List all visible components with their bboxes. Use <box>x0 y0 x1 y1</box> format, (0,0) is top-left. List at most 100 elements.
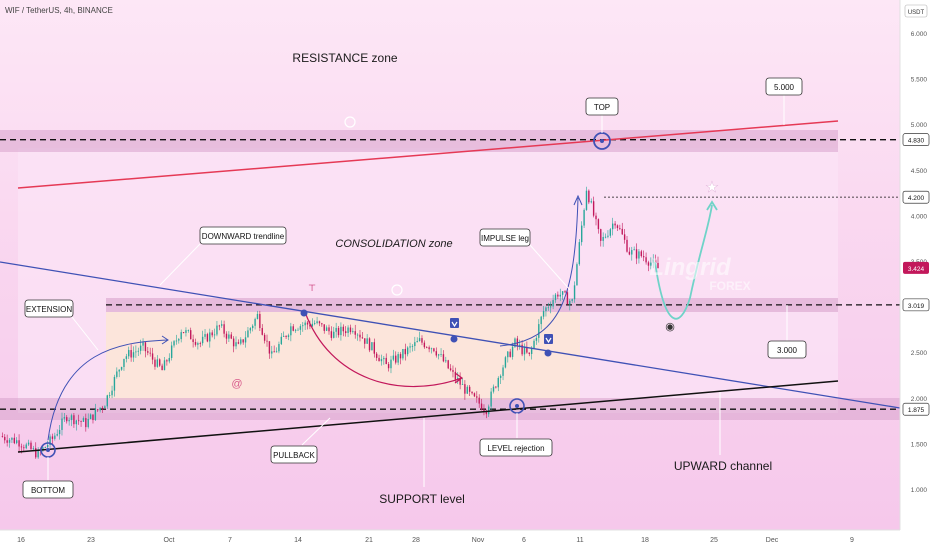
label-5000[interactable]: 5.000 <box>765 77 803 125</box>
time-axis[interactable]: 16 23 Oct 7 14 21 28 Nov 6 11 18 25 Dec 9 <box>17 537 854 544</box>
price-tick-4: 4.000 <box>911 213 928 220</box>
candle-body <box>530 348 533 354</box>
candle-body <box>61 418 63 430</box>
upward-channel-line[interactable] <box>17 380 839 453</box>
candle-body <box>581 225 583 243</box>
touch-point-2 <box>450 335 458 343</box>
candle-body <box>185 330 187 333</box>
price-tick-10: 1.000 <box>911 487 928 494</box>
candle-body <box>8 439 11 443</box>
candle-body <box>101 407 104 409</box>
snail-icon: @ <box>231 378 242 390</box>
candle-body <box>97 409 99 411</box>
candle-body <box>23 447 25 449</box>
candle-body <box>640 251 643 257</box>
label-bottom[interactable]: BOTTOM <box>22 457 74 499</box>
candle-body <box>73 415 75 425</box>
candle-body <box>263 334 266 341</box>
candle-body <box>445 360 447 362</box>
candle-body <box>116 371 118 377</box>
candle-body <box>554 294 557 301</box>
candle-body <box>569 300 571 305</box>
svg-text:IMPULSE leg: IMPULSE leg <box>481 234 529 243</box>
candle-body <box>120 367 123 370</box>
candle-body <box>25 444 27 449</box>
candle-body <box>442 354 445 362</box>
candle-body <box>244 337 247 343</box>
candle-body <box>280 336 283 345</box>
extension-arrow-head <box>161 335 169 345</box>
time-tick-12: Dec <box>766 537 779 544</box>
candle-body <box>523 347 526 355</box>
candle-body <box>426 347 428 349</box>
label-pullback[interactable]: PULLBACK <box>270 417 331 464</box>
candle-body <box>519 344 521 346</box>
svg-text:3.000: 3.000 <box>777 346 798 355</box>
label-impulse-leg[interactable]: IMPULSE leg <box>479 228 571 291</box>
candle-body <box>416 341 418 343</box>
down-arrow-icon <box>450 318 459 328</box>
candle-body <box>409 346 411 348</box>
time-tick-3: 7 <box>228 537 232 544</box>
candle-body <box>406 347 409 355</box>
time-tick-6: 28 <box>412 537 420 544</box>
candle-body <box>225 333 228 339</box>
time-tick-11: 25 <box>710 537 718 544</box>
time-tick-5: 21 <box>365 537 373 544</box>
candle-body <box>66 417 68 422</box>
level-tag-text-2: 3.019 <box>908 303 925 310</box>
level-tag-1 <box>902 190 930 204</box>
label-level-rejection[interactable]: LEVEL rejection <box>479 413 553 457</box>
candle-body <box>552 300 554 307</box>
candle-body <box>428 347 430 350</box>
candle-body <box>132 352 135 358</box>
candle-body <box>480 403 483 410</box>
down-arrow-icon-2 <box>544 334 553 344</box>
candle-body <box>390 359 392 369</box>
price-tick-3: 4.500 <box>911 168 928 175</box>
currency-badge[interactable] <box>904 4 928 18</box>
candle-body <box>461 384 464 385</box>
candle-body <box>647 262 650 266</box>
impulse-arrow <box>499 197 579 347</box>
candle-body <box>249 328 252 331</box>
candles <box>1 186 659 459</box>
candle-body <box>373 342 375 354</box>
resistance-trendline[interactable] <box>17 120 839 189</box>
projection-curve <box>654 204 713 320</box>
candle-body <box>561 291 564 295</box>
candle-body <box>349 327 352 333</box>
candle-body <box>344 331 347 334</box>
resistance-band <box>0 130 838 152</box>
candle-body <box>252 325 254 329</box>
candle-body <box>318 321 321 324</box>
candle-body <box>197 343 199 345</box>
downward-trendline[interactable] <box>0 261 901 409</box>
label-extension[interactable]: EXTENSION <box>24 299 99 351</box>
candle-body <box>11 437 13 440</box>
candle-body <box>104 406 106 408</box>
level-tag-text-1: 4.200 <box>908 195 925 202</box>
candle-body <box>240 339 242 344</box>
time-tick-1: 23 <box>87 537 95 544</box>
candle-body <box>483 409 485 411</box>
candle-body <box>87 418 89 428</box>
candle-body <box>557 294 559 297</box>
candle-body <box>335 327 337 332</box>
price-tick-7: 2.500 <box>911 350 928 357</box>
candle-body <box>278 344 280 352</box>
candle-body <box>237 342 240 344</box>
label-downward-trendline[interactable]: DOWNWARD trendline <box>159 226 287 286</box>
candle-body <box>514 338 516 347</box>
candle-body <box>447 360 449 369</box>
label-3000[interactable]: 3.000 <box>767 305 807 359</box>
candle-body <box>159 359 161 366</box>
label-top[interactable]: TOP <box>585 97 619 133</box>
candle-body <box>471 391 473 394</box>
candle-body <box>383 357 385 360</box>
candle-body <box>309 324 311 327</box>
candle-body <box>271 351 273 354</box>
level-rejection-dot <box>515 404 519 408</box>
candle-body <box>526 347 528 353</box>
